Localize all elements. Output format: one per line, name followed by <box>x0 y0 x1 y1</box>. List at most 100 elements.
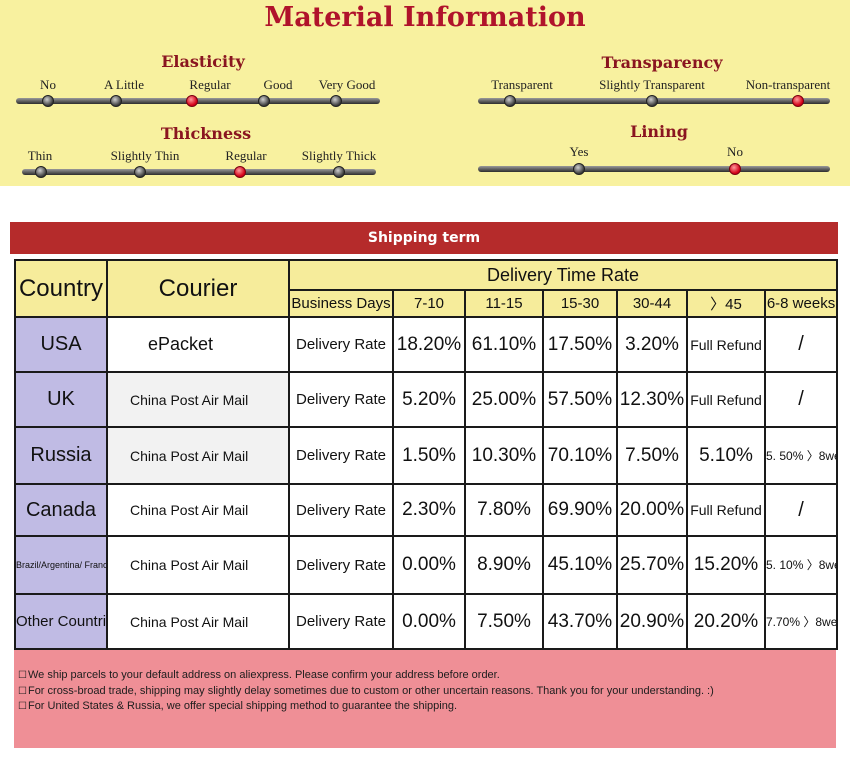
table-row: Other Countries China Post Air Mail Deli… <box>14 593 839 650</box>
table-row: UK China Post Air Mail Delivery Rate 5.2… <box>14 371 839 428</box>
lining-label-no: No <box>727 144 743 159</box>
elasticity-label-regular: Regular <box>189 77 231 92</box>
rate-cell: 5.10% <box>686 426 766 485</box>
header-range: 7-10 <box>392 289 466 318</box>
courier-cell: China Post Air Mail <box>106 371 290 428</box>
country-cell: USA <box>14 316 108 373</box>
elasticity-label-very-good: Very Good <box>318 77 376 92</box>
rate-cell: 20.00% <box>616 483 688 537</box>
delivery-rate-label: Delivery Rate <box>288 426 394 485</box>
header-courier: Courier <box>106 259 290 318</box>
header-country: Country <box>14 259 108 318</box>
rate-cell: 15.20% <box>686 535 766 595</box>
table-row: USA ePacket Delivery Rate 18.20% 61.10% … <box>14 316 839 373</box>
delivery-rate-label: Delivery Rate <box>288 535 394 595</box>
note-line: For United States & Russia, we offer spe… <box>18 699 836 715</box>
rate-cell: Full Refund <box>686 483 766 537</box>
delivery-rate-label: Delivery Rate <box>288 593 394 650</box>
courier-cell: ePacket <box>106 316 290 373</box>
rate-cell: 69.90% <box>542 483 618 537</box>
table-row: Brazil/Argentina/ France/Israel/ Croatia… <box>14 535 839 595</box>
rate-cell: / <box>763 371 839 428</box>
thickness-label-slightly-thick: Slightly Thick <box>301 148 377 163</box>
elasticity-marker <box>258 95 270 107</box>
thickness-selected-marker <box>234 166 246 178</box>
thickness-title: Thickness <box>160 124 252 143</box>
courier-cell: China Post Air Mail <box>106 483 290 537</box>
thickness-label-slightly-thin: Slightly Thin <box>110 148 180 163</box>
thickness-marker <box>134 166 146 178</box>
elasticity-label-a-little: A Little <box>103 77 145 92</box>
rate-cell: 43.70% <box>542 593 618 650</box>
delivery-rate-label: Delivery Rate <box>288 316 394 373</box>
transparency-marker <box>504 95 516 107</box>
rate-cell: Full Refund <box>686 371 766 428</box>
rate-cell: 25.70% <box>616 535 688 595</box>
header-range: 6-8 weeks <box>763 289 839 318</box>
lining-marker <box>573 163 585 175</box>
country-cell: Russia <box>14 426 108 485</box>
delivery-rate-label: Delivery Rate <box>288 371 394 428</box>
table-row: Canada China Post Air Mail Delivery Rate… <box>14 483 839 537</box>
delivery-rate-label: Delivery Rate <box>288 483 394 537</box>
country-cell: UK <box>14 371 108 428</box>
rate-cell: 70.10% <box>542 426 618 485</box>
rate-cell: 8.90% <box>464 535 544 595</box>
rate-cell: 25.00% <box>464 371 544 428</box>
shipping-table: Country Courier Delivery Time Rate Busin… <box>14 259 839 650</box>
rate-cell: 61.10% <box>464 316 544 373</box>
note-line: For cross-broad trade, shipping may slig… <box>18 684 836 700</box>
rate-cell: 0.00% <box>392 593 466 650</box>
transparency-marker <box>646 95 658 107</box>
shipping-term-header: Shipping term <box>10 222 838 254</box>
lining-track <box>478 166 830 172</box>
rate-cell: 20.90% <box>616 593 688 650</box>
header-range: 11-15 <box>464 289 544 318</box>
rate-cell: 7.50% <box>616 426 688 485</box>
transparency-selected-marker <box>792 95 804 107</box>
rate-cell: 45.10% <box>542 535 618 595</box>
rate-cell: 17.50% <box>542 316 618 373</box>
rate-cell: / <box>763 483 839 537</box>
lining-label-yes: Yes <box>569 144 589 159</box>
rate-cell: 7.80% <box>464 483 544 537</box>
country-cell: Other Countries <box>14 593 108 650</box>
lining-selected-marker <box>729 163 741 175</box>
country-cell: Brazil/Argentina/ France/Israel/ Croatia <box>14 535 108 595</box>
note-line: We ship parcels to your default address … <box>18 668 836 684</box>
rate-cell: 12.30% <box>616 371 688 428</box>
thickness-label-thin: Thin <box>27 148 53 163</box>
rate-cell: / <box>763 316 839 373</box>
lining-title: Lining <box>630 122 688 141</box>
rate-cell: 1.50% <box>392 426 466 485</box>
elasticity-label-good: Good <box>263 77 293 92</box>
elasticity-track <box>16 98 380 104</box>
material-title: Material Information <box>264 2 586 33</box>
rate-cell: 7.50% <box>464 593 544 650</box>
rate-cell: 18.20% <box>392 316 466 373</box>
rate-cell: 0.00% <box>392 535 466 595</box>
elasticity-selected-marker <box>186 95 198 107</box>
thickness-track <box>22 169 376 175</box>
transparency-label-non-transparent: Non-transparent <box>745 77 831 92</box>
elasticity-marker <box>110 95 122 107</box>
rate-cell: 5.20% <box>392 371 466 428</box>
rate-cell: 20.20% <box>686 593 766 650</box>
courier-cell: China Post Air Mail <box>106 535 290 595</box>
transparency-title: Transparency <box>601 53 723 72</box>
elasticity-title: Elasticity <box>161 52 245 71</box>
material-info-panel: Material Information Elasticity No A Lit… <box>0 0 850 186</box>
shipping-notes: We ship parcels to your default address … <box>14 650 836 748</box>
thickness-marker <box>333 166 345 178</box>
header-range: 〉45 <box>686 289 766 318</box>
transparency-label-slightly-transparent: Slightly Transparent <box>599 77 705 92</box>
thickness-label-regular: Regular <box>225 148 267 163</box>
courier-cell: China Post Air Mail <box>106 593 290 650</box>
header-range: 15-30 <box>542 289 618 318</box>
rate-cell: 10.30% <box>464 426 544 485</box>
header-business-days: Business Days <box>288 289 394 318</box>
rate-cell: 3.20% <box>616 316 688 373</box>
